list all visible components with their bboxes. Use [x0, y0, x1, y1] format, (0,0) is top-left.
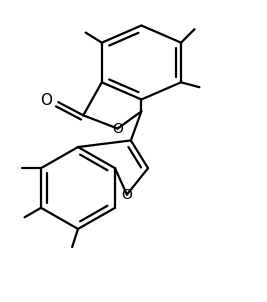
Text: O: O	[121, 188, 132, 202]
Text: O: O	[112, 121, 123, 136]
Text: O: O	[40, 93, 52, 108]
